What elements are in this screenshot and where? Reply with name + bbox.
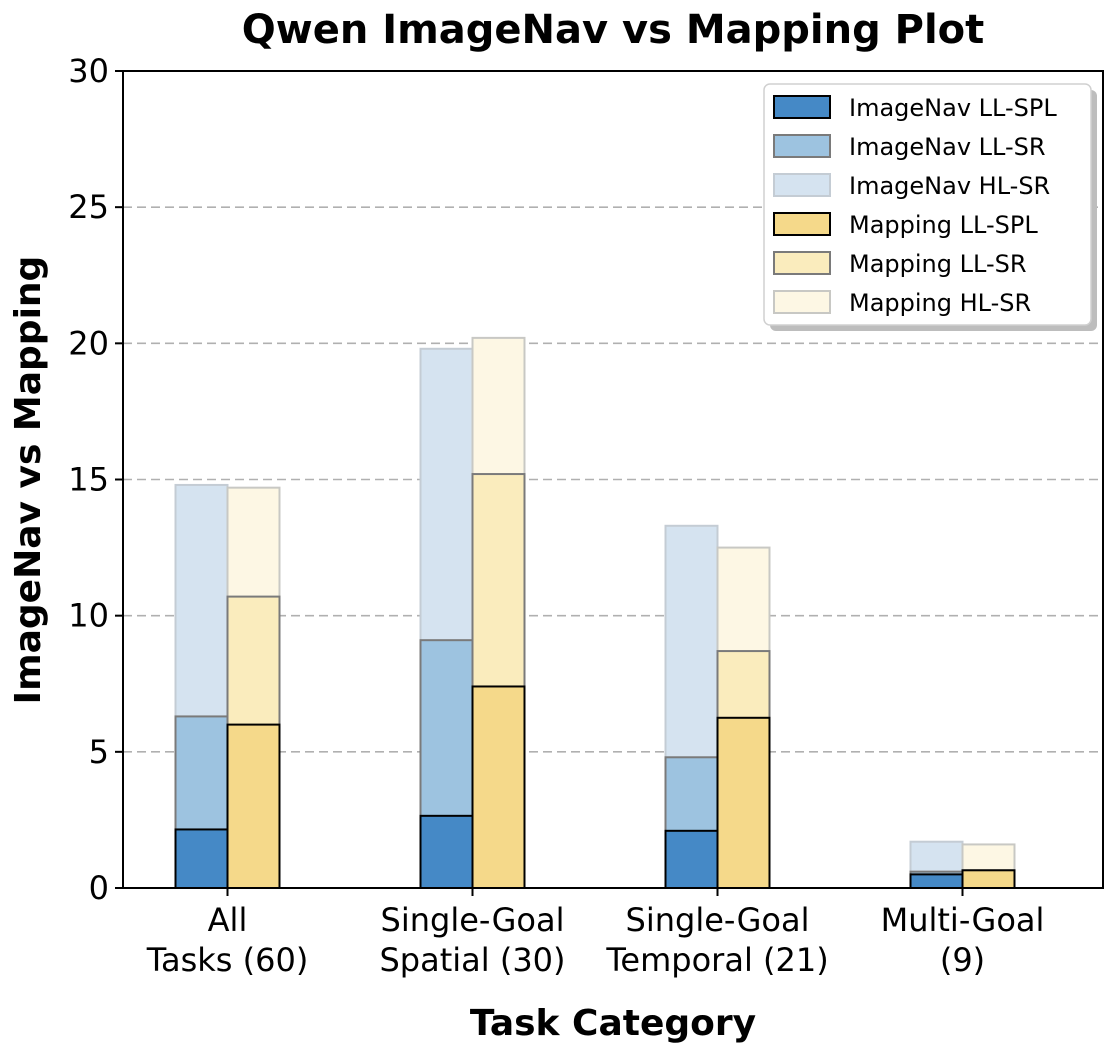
y-tick-label: 30 bbox=[68, 52, 109, 90]
bar-mapping-ll-spl bbox=[226, 723, 281, 889]
legend-label: Mapping HL-SR bbox=[849, 289, 1031, 317]
y-tick-label: 25 bbox=[68, 188, 109, 226]
chart-title: Qwen ImageNav vs Mapping Plot bbox=[242, 7, 985, 53]
legend-swatch bbox=[773, 212, 831, 236]
x-tick-label: Tasks (60) bbox=[146, 941, 309, 979]
legend-swatch bbox=[773, 95, 831, 119]
legend-swatch bbox=[773, 251, 831, 275]
bar-imagenav-ll-spl bbox=[664, 829, 719, 889]
legend-label: Mapping LL-SPL bbox=[849, 211, 1038, 239]
x-tick-label: Spatial (30) bbox=[379, 941, 565, 979]
x-tick-label: Single-Goal bbox=[626, 901, 810, 939]
bars bbox=[174, 336, 1016, 890]
bar-imagenav-ll-spl bbox=[174, 828, 229, 889]
y-axis: 0 5 10 15 20 25 30 bbox=[68, 52, 123, 907]
y-axis-label: ImageNav vs Mapping bbox=[8, 256, 49, 705]
legend-label: ImageNav LL-SPL bbox=[849, 94, 1057, 122]
legend: ImageNav LL-SPL ImageNav LL-SR ImageNav HL… bbox=[763, 83, 1097, 331]
bar-imagenav-ll-spl bbox=[909, 873, 964, 890]
x-axis-label: Task Category bbox=[470, 1003, 756, 1044]
y-tick-label: 10 bbox=[68, 597, 109, 635]
y-tick-label: 0 bbox=[89, 869, 109, 907]
legend-swatch bbox=[773, 173, 831, 197]
y-tick-label: 5 bbox=[89, 733, 109, 771]
y-tick-label: 20 bbox=[68, 324, 109, 362]
legend-swatch bbox=[773, 134, 831, 158]
y-tick-label: 15 bbox=[68, 461, 109, 499]
bar-mapping-ll-spl bbox=[471, 685, 526, 889]
bar-mapping-ll-spl bbox=[716, 716, 771, 890]
bar-imagenav-ll-spl bbox=[419, 814, 474, 889]
legend-label: ImageNav LL-SR bbox=[849, 133, 1046, 161]
x-tick-label: (9) bbox=[940, 941, 985, 979]
bar-mapping-ll-spl bbox=[961, 869, 1016, 890]
x-tick-label: Temporal (21) bbox=[605, 941, 828, 979]
x-tick-label: All bbox=[208, 901, 248, 939]
legend-label: ImageNav HL-SR bbox=[849, 172, 1050, 200]
x-tick-label: Multi-Goal bbox=[881, 901, 1045, 939]
x-tick-label: Single-Goal bbox=[381, 901, 565, 939]
legend-box bbox=[763, 83, 1092, 326]
legend-swatch bbox=[773, 290, 831, 314]
legend-label: Mapping LL-SR bbox=[849, 250, 1027, 278]
